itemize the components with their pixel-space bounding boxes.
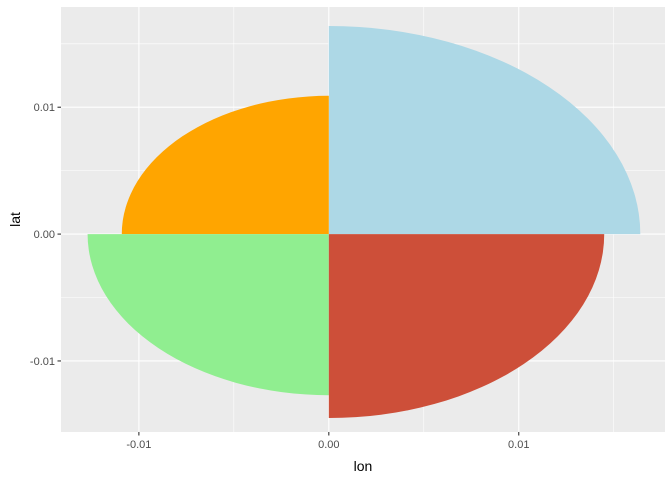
x-tick-label: -0.01 [126,439,151,451]
y-axis-title: lat [7,212,23,227]
x-axis-ticks: -0.01 0.00 0.01 [126,432,529,451]
x-axis-title: lon [354,458,373,474]
y-tick-label: 0.01 [34,102,55,114]
y-axis-ticks: -0.01 0.00 0.01 [30,102,61,368]
sector-top-left [121,95,329,235]
y-tick-label: 0.00 [34,229,55,241]
x-tick-label: 0.00 [318,439,339,451]
y-tick-label: -0.01 [30,356,55,368]
sector-bottom-left [87,234,329,396]
sector-bottom-right [328,234,605,419]
sector-top-right [328,26,641,235]
x-tick-label: 0.01 [508,439,529,451]
sectors [87,26,641,419]
